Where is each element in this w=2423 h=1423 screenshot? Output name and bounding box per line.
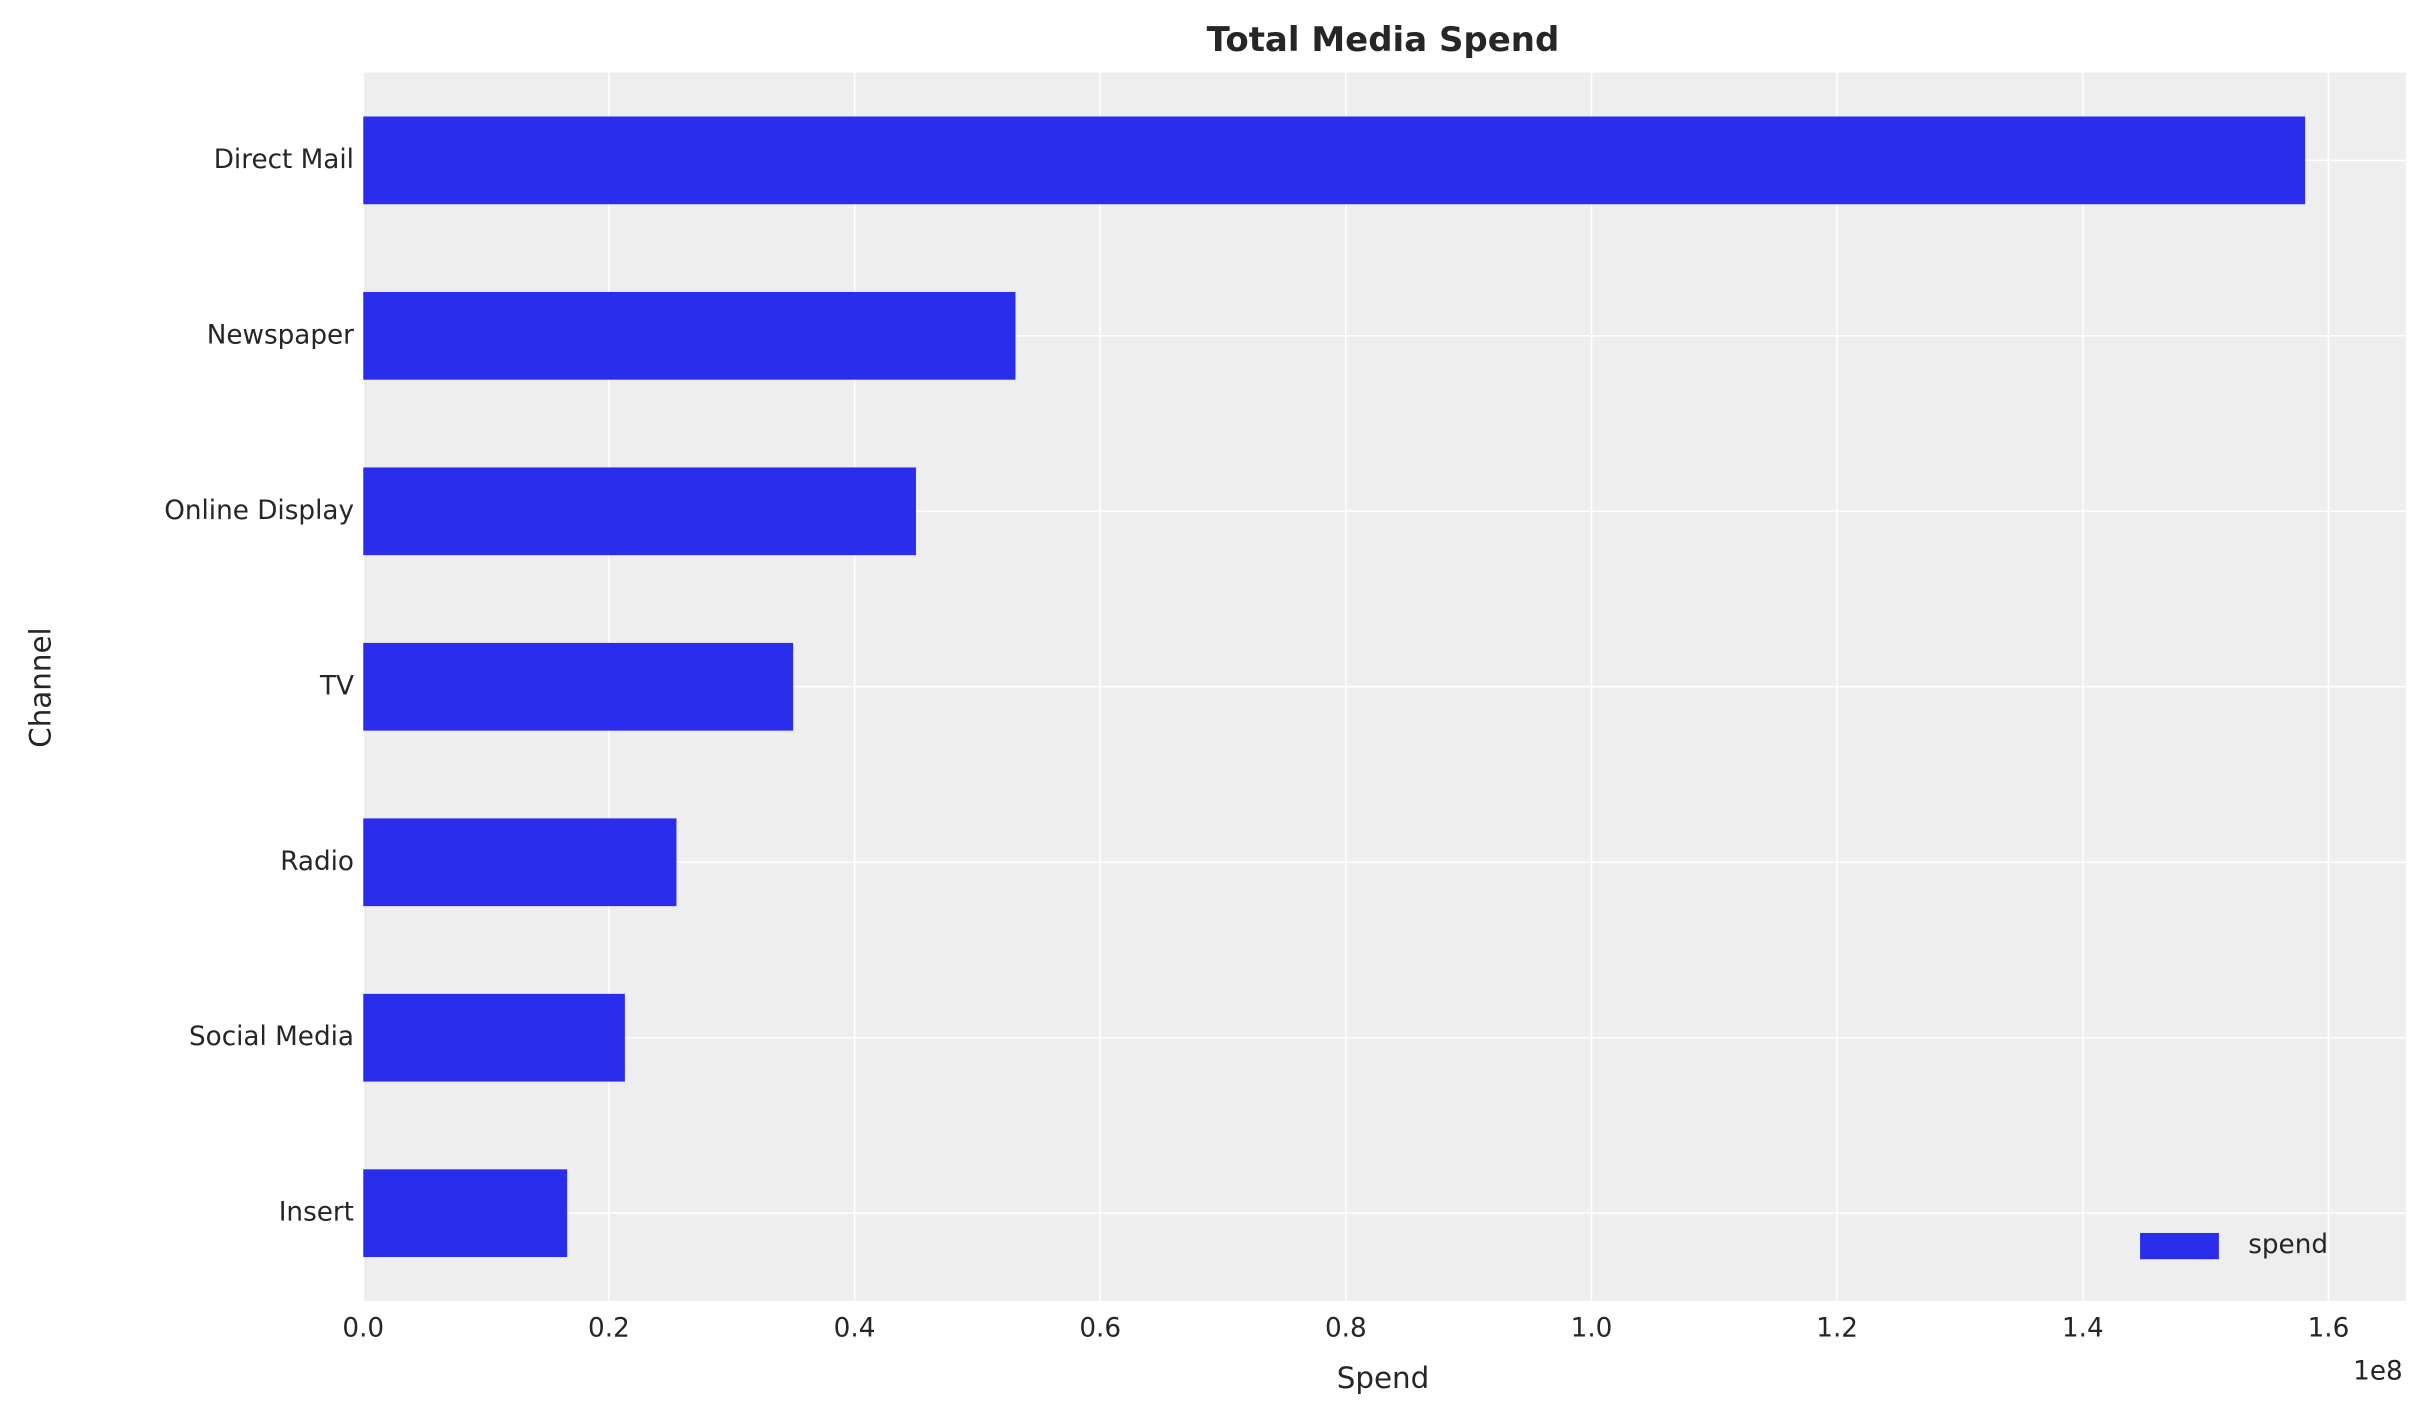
- x-tick-label: 1.4: [2062, 1313, 2104, 1343]
- x-tick-label: 0.4: [834, 1313, 876, 1343]
- bars: [363, 116, 2306, 1258]
- x-tick-label: 0.6: [1079, 1313, 1121, 1343]
- bar: [363, 642, 794, 731]
- bar: [363, 291, 1016, 380]
- y-tick-label: TV: [319, 671, 354, 701]
- legend-swatch: [2140, 1232, 2219, 1260]
- x-tick-label: 1.6: [2308, 1313, 2350, 1343]
- x-axis-label: Spend: [1337, 1361, 1430, 1395]
- y-tick-label: Newspaper: [207, 320, 354, 350]
- x-offset-label: 1e8: [2353, 1357, 2403, 1387]
- x-tick-label: 0.0: [342, 1313, 384, 1343]
- chart-title: Total Media Spend: [1207, 20, 1560, 60]
- y-tick-label: Radio: [280, 847, 354, 877]
- x-tick-label: 0.2: [588, 1313, 630, 1343]
- y-axis-label: Channel: [23, 627, 57, 747]
- legend-label: spend: [2248, 1230, 2328, 1260]
- y-tick-label: Insert: [279, 1198, 354, 1228]
- bar: [363, 467, 916, 556]
- x-tick-label: 0.8: [1325, 1313, 1367, 1343]
- y-tick-label: Online Display: [164, 496, 354, 526]
- bar: [363, 116, 2306, 205]
- y-tick-label: Social Media: [189, 1022, 354, 1052]
- x-tick-label: 1.0: [1571, 1313, 1613, 1343]
- bar: [363, 993, 625, 1082]
- y-tick-label: Direct Mail: [214, 145, 354, 175]
- x-tick-label: 1.2: [1816, 1313, 1858, 1343]
- bar: [363, 1169, 568, 1258]
- bar: [363, 818, 677, 907]
